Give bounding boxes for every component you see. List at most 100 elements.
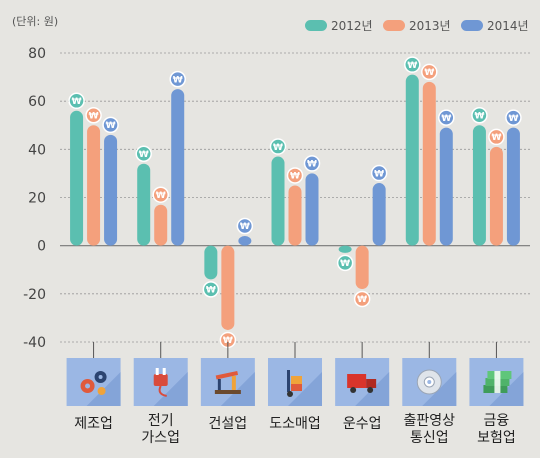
- bar: [154, 204, 168, 246]
- won-marker-circle: [438, 109, 455, 126]
- bar: [137, 163, 151, 246]
- won-marker-symbol: ₩: [156, 191, 166, 201]
- legend-swatch: [383, 20, 405, 31]
- category: 건설업: [200, 342, 255, 432]
- won-marker-circle: [286, 167, 304, 184]
- bar: [271, 156, 285, 246]
- won-marker-circle: [202, 281, 220, 298]
- won-marker: ₩: [505, 109, 522, 126]
- won-marker-symbol: ₩: [474, 111, 484, 121]
- won-marker-symbol: ₩: [89, 111, 99, 121]
- bars: ₩ ₩ ₩ ₩ ₩ ₩ ₩ ₩ ₩ ₩ ₩ ₩ ₩ ₩ ₩ ₩ ₩ ₩ ₩ ₩ ₩: [68, 56, 522, 349]
- won-marker: ₩: [286, 167, 304, 184]
- y-tick-label: -20: [23, 287, 46, 303]
- legend-swatch: [461, 20, 483, 31]
- won-marker-circle: [135, 145, 152, 163]
- won-marker-circle: [102, 116, 119, 134]
- won-marker: ₩: [152, 186, 169, 203]
- category-label: 통신업: [410, 430, 449, 446]
- electric-plug-icon: [153, 368, 168, 397]
- won-marker: ₩: [202, 281, 220, 298]
- category-label: 건설업: [209, 416, 248, 432]
- bar: [372, 183, 386, 246]
- category: 도소매업: [268, 342, 322, 432]
- y-tick-label: 0: [37, 239, 46, 255]
- won-marker-symbol: ₩: [106, 121, 116, 131]
- y-tick-label: -40: [23, 335, 46, 351]
- won-marker-circle: [505, 109, 522, 126]
- category: 제조업: [66, 342, 121, 432]
- gears-icon: [80, 371, 107, 395]
- legend-item: 2013년: [383, 19, 451, 33]
- won-marker: ₩: [471, 107, 488, 124]
- bar: [422, 81, 436, 246]
- bar: [338, 245, 352, 253]
- bar: [355, 245, 369, 290]
- won-marker: ₩: [353, 290, 371, 308]
- category-label: 제조업: [74, 416, 113, 432]
- won-marker-symbol: ₩: [357, 295, 367, 305]
- won-marker: ₩: [68, 92, 85, 110]
- won-marker: ₩: [336, 254, 354, 272]
- category: 운수업: [335, 342, 390, 432]
- won-marker-symbol: ₩: [273, 143, 283, 153]
- bar: [87, 125, 101, 246]
- won-marker: ₩: [404, 56, 421, 73]
- won-marker-circle: [269, 138, 287, 155]
- won-marker-circle: [370, 164, 388, 182]
- tile-shadow: [220, 372, 255, 406]
- bar: [439, 127, 453, 246]
- won-marker-circle: [421, 63, 438, 81]
- bar: [305, 173, 319, 246]
- y-axis-ticks: 80 60 40 20 0 -20 -40: [23, 46, 46, 351]
- category-label: 전기: [148, 413, 174, 429]
- disc-icon: [416, 369, 442, 395]
- category-label: 운수업: [343, 416, 382, 432]
- legend-label: 2013년: [409, 19, 451, 33]
- bar: [238, 236, 252, 246]
- oil-pump-icon: [214, 370, 241, 394]
- legend-label: 2012년: [331, 19, 373, 33]
- won-marker: ₩: [135, 145, 152, 163]
- legend-label: 2014년: [487, 19, 529, 33]
- grid: [60, 52, 530, 343]
- won-marker-symbol: ₩: [223, 336, 233, 346]
- bar: [405, 74, 419, 246]
- won-marker-symbol: ₩: [340, 259, 350, 269]
- won-marker-circle: [85, 107, 102, 124]
- tile-shadow: [288, 372, 322, 406]
- won-marker: ₩: [236, 217, 254, 235]
- won-marker-circle: [353, 290, 371, 308]
- won-marker-circle: [152, 186, 169, 203]
- bar: [506, 127, 520, 246]
- won-marker-symbol: ₩: [240, 222, 250, 232]
- won-marker: ₩: [102, 116, 119, 134]
- won-marker-symbol: ₩: [307, 160, 317, 170]
- category-label: 보험업: [477, 430, 516, 446]
- won-marker: ₩: [303, 155, 321, 172]
- won-marker-circle: [404, 56, 421, 73]
- delivery-truck-icon: [347, 374, 377, 393]
- money-stack-icon: [483, 371, 512, 393]
- won-marker-symbol: ₩: [374, 169, 384, 179]
- bar: [70, 110, 84, 246]
- won-marker-symbol: ₩: [407, 61, 417, 71]
- won-marker-circle: [303, 155, 321, 172]
- won-marker: ₩: [85, 107, 102, 124]
- bar: [288, 185, 302, 246]
- bar: [221, 245, 235, 330]
- category-label: 도소매업: [269, 416, 321, 432]
- category-label: 금융: [484, 413, 510, 429]
- bar: [104, 134, 118, 246]
- won-marker-symbol: ₩: [173, 75, 183, 85]
- bar: [489, 146, 503, 246]
- won-marker-symbol: ₩: [139, 150, 149, 160]
- bar: [472, 125, 486, 246]
- hand-truck-icon: [287, 370, 302, 397]
- legend: 2012년 2013년 2014년: [305, 19, 529, 33]
